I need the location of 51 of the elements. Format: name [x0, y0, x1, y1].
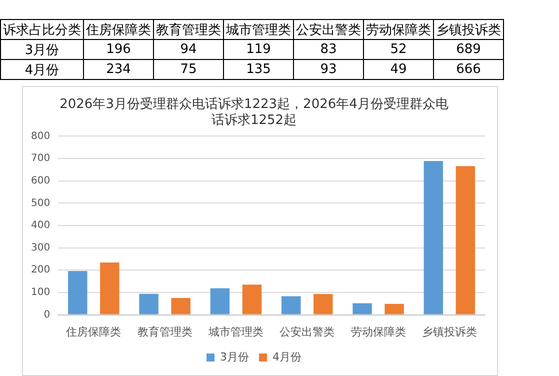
category-label: 乡镇投诉类 — [436, 22, 501, 38]
x-tick-label: 公安出警类 — [280, 325, 335, 338]
bar — [352, 303, 372, 314]
y-tick-label: 200 — [30, 264, 50, 276]
text: 4月份 — [24, 62, 60, 78]
data-label: 75 — [154, 60, 224, 80]
bar — [456, 166, 476, 314]
bar — [171, 298, 190, 314]
data-label: 94 — [154, 40, 224, 60]
data-label: 83 — [294, 40, 364, 60]
y-tick-label: 300 — [30, 242, 50, 254]
y-tick-label: 500 — [30, 198, 50, 209]
bar — [100, 262, 120, 314]
y-tick-label: 700 — [30, 153, 50, 164]
data-label: 234 — [84, 60, 154, 80]
y-tick-label: 400 — [30, 220, 50, 232]
legend-label: 3月份 — [220, 350, 249, 364]
x-tick-label: 教育管理类 — [137, 325, 192, 338]
text: 3月份 — [24, 42, 60, 58]
data-label: 52 — [364, 40, 434, 60]
y-tick-label: 0 — [44, 309, 50, 320]
bar — [424, 160, 444, 314]
bar — [139, 294, 158, 314]
y-tick-label: 600 — [30, 175, 50, 186]
text: 诉求占比分类 — [0, 20, 84, 40]
category-label: 公安出警类 — [296, 22, 361, 38]
category-label: 教育管理类 — [156, 22, 221, 38]
bar — [282, 296, 301, 314]
bar — [68, 271, 88, 314]
data-label: 666 — [434, 60, 504, 80]
bar — [384, 304, 404, 314]
x-tick-label: 城市管理类 — [207, 325, 264, 338]
bar — [314, 294, 333, 314]
category-label: 劳动保障类 — [366, 22, 431, 38]
y-tick-label: 800 — [30, 130, 50, 142]
data-label: 135 — [224, 60, 294, 80]
data-label: 93 — [294, 60, 364, 80]
y-tick-label: 100 — [30, 287, 50, 298]
x-tick-label: 劳动保障类 — [350, 325, 406, 338]
chart-title: 2026年3月份受理群众电话诉求1223起，2026年4月份受理群众电话诉求1252起 — [60, 97, 448, 128]
data-label: 49 — [364, 60, 434, 80]
data-label: 689 — [434, 40, 504, 60]
legend-label: 4月份 — [272, 350, 302, 364]
bar — [242, 284, 262, 314]
category-label: 住房保障类 — [86, 22, 151, 38]
data-label: 119 — [224, 40, 294, 60]
category-label: 城市管理类 — [226, 22, 291, 38]
x-tick-label: 乡镇投诉类 — [422, 325, 477, 338]
x-tick-label: 住房保障类 — [66, 325, 122, 338]
bar — [210, 288, 230, 314]
data-label: 196 — [84, 40, 154, 60]
